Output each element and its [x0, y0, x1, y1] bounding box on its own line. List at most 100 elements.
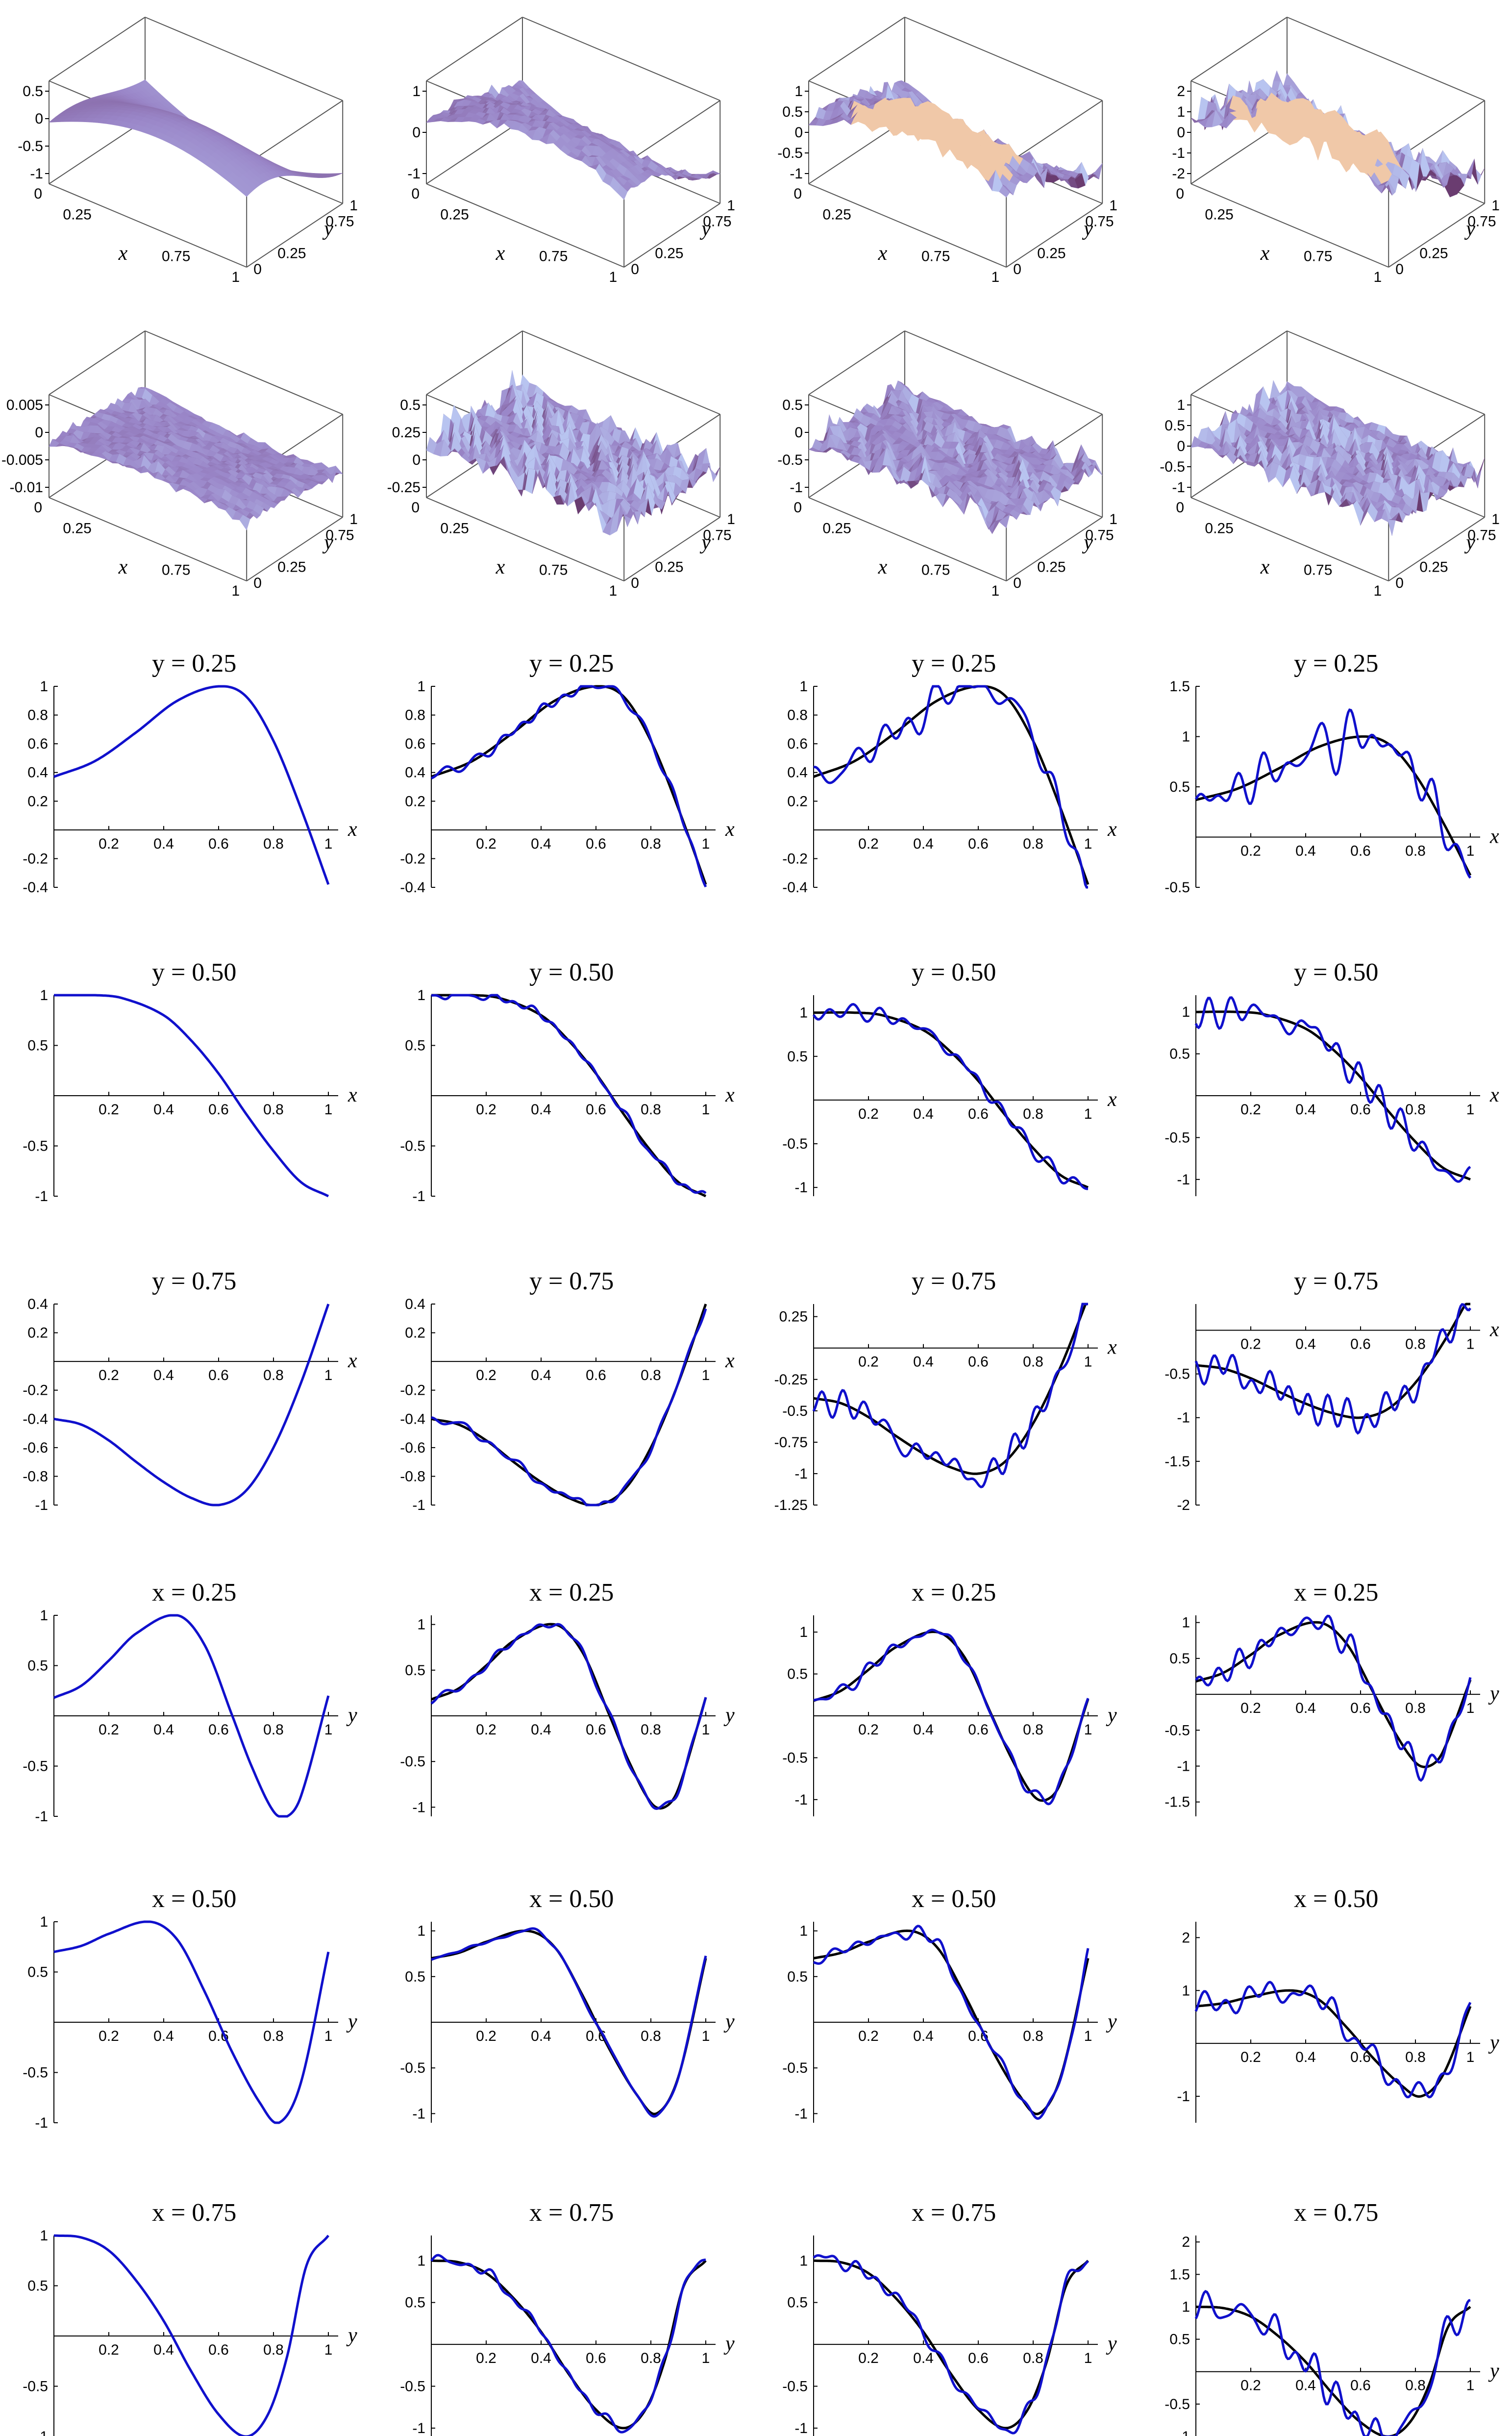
- x-tick-label: 0.25: [822, 207, 851, 223]
- x-tick-label: 0.25: [63, 207, 91, 223]
- bounding-box-edge: [623, 100, 720, 165]
- z-tick-label: 1: [412, 83, 421, 100]
- bounding-box-edge: [49, 497, 247, 581]
- bounding-box-edge: [808, 183, 1007, 268]
- bounding-box-edge: [426, 120, 523, 184]
- bounding-box-edge: [145, 330, 343, 415]
- x-tick-label: 0.25: [440, 207, 469, 223]
- z-tick-label: 0: [412, 452, 421, 468]
- y-tick-label: 0.25: [1419, 246, 1448, 262]
- x-tick-label: 0: [34, 186, 42, 202]
- bounding-box-edge: [1190, 183, 1389, 268]
- bounding-box-edge: [49, 183, 247, 268]
- x-tick-label: 0: [411, 500, 420, 516]
- surface-mesh: [49, 387, 343, 531]
- z-tick-label: 0: [1177, 125, 1185, 141]
- y-tick-label: 0.25: [1037, 246, 1066, 262]
- x-tick-label: 0.75: [1304, 249, 1332, 265]
- y-tick-label: 0.25: [277, 246, 306, 262]
- y-tick-label: 1: [1109, 198, 1117, 214]
- bounding-box-edge: [49, 330, 146, 395]
- y-axis-label: y: [322, 218, 333, 240]
- x-tick-label: 0: [34, 500, 42, 516]
- z-tick-label: -1: [790, 166, 803, 182]
- x-tick-label: 0.75: [921, 249, 950, 265]
- x-tick-label: 0: [1176, 186, 1184, 202]
- x-axis-label: x: [878, 242, 888, 265]
- y-axis-label: y: [322, 531, 333, 554]
- bounding-box-edge: [426, 17, 523, 81]
- bounding-box-edge: [426, 497, 624, 581]
- y-tick-label: 0.25: [277, 559, 306, 576]
- bounding-box-edge: [808, 497, 1007, 581]
- surface-mesh: [1190, 70, 1485, 198]
- bounding-box-edge: [1287, 17, 1485, 101]
- x-tick-label: 1: [609, 269, 618, 285]
- z-tick-label: 1: [794, 83, 803, 100]
- z-tick-label: 0.5: [782, 104, 803, 120]
- x-tick-label: 0.75: [539, 562, 568, 578]
- x-tick-label: 0.25: [1205, 207, 1233, 223]
- y-tick-label: 1: [727, 511, 735, 527]
- surface-mesh: [808, 380, 1103, 534]
- z-tick-label: -0.5: [777, 145, 803, 161]
- y-tick-label: 1: [349, 511, 358, 527]
- z-tick-label: 1: [1177, 104, 1185, 120]
- x-tick-label: 0.25: [440, 521, 469, 537]
- z-tick-label: 0: [35, 111, 43, 127]
- z-tick-label: -0.005: [1, 452, 43, 468]
- x-axis-label: x: [496, 242, 505, 265]
- y-tick-label: 1: [349, 198, 358, 214]
- x-axis-label: x: [118, 242, 128, 265]
- z-tick-label: 2: [1177, 83, 1185, 100]
- y-tick-label: 0.25: [655, 559, 683, 576]
- y-tick-label: 0.75: [325, 214, 354, 230]
- z-tick-label: -2: [1172, 166, 1185, 182]
- x-tick-label: 1: [232, 269, 240, 285]
- z-tick-label: 0.005: [6, 397, 43, 413]
- bounding-box-edge: [904, 17, 1103, 101]
- y-tick-label: 0: [631, 575, 639, 591]
- bounding-box-edge: [426, 330, 523, 395]
- z-tick-label: -0.25: [387, 479, 421, 496]
- z-tick-label: -1: [407, 166, 421, 182]
- y-tick-label: 0: [253, 261, 262, 277]
- y-tick-label: 0: [1395, 261, 1404, 277]
- bounding-box-edge: [49, 120, 146, 184]
- x-tick-label: 1: [1374, 269, 1382, 285]
- bounding-box-edge: [246, 100, 343, 165]
- y-tick-label: 1: [1491, 198, 1500, 214]
- surface-mesh: [808, 80, 1103, 198]
- z-tick-label: 0: [35, 425, 43, 441]
- z-tick-label: -0.01: [10, 479, 43, 496]
- bounding-box-edge: [623, 203, 720, 268]
- z-tick-label: -1: [30, 166, 43, 182]
- bounding-box-edge: [246, 203, 343, 268]
- surface-mesh: [49, 79, 343, 197]
- z-tick-label: 0: [794, 125, 803, 141]
- x-tick-label: 0.25: [63, 521, 91, 537]
- bounding-box-edge: [49, 17, 146, 81]
- x-axis-label: x: [496, 556, 505, 578]
- y-tick-label: 0: [1013, 261, 1021, 277]
- y-tick-label: 0.25: [655, 246, 683, 262]
- x-axis-label: x: [1260, 242, 1270, 265]
- bounding-box-edge: [522, 17, 720, 101]
- y-axis-label: y: [1082, 218, 1093, 240]
- bounding-box-edge: [1190, 17, 1288, 81]
- bounding-box-edge: [426, 183, 624, 268]
- x-tick-label: 0.75: [162, 249, 190, 265]
- y-axis-label: y: [699, 218, 711, 240]
- y-axis-label: y: [699, 531, 711, 554]
- x-tick-label: 0.75: [539, 249, 568, 265]
- z-tick-label: 0.5: [400, 397, 421, 413]
- y-tick-label: 0: [253, 575, 262, 591]
- z-tick-label: -1: [1172, 145, 1185, 161]
